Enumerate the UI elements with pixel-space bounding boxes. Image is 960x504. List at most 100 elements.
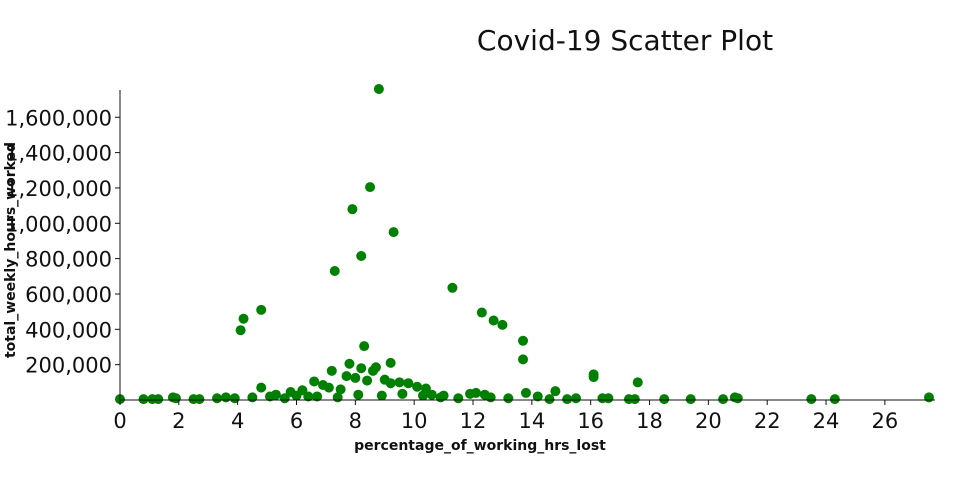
data-point[interactable] bbox=[924, 392, 934, 403]
data-point[interactable] bbox=[532, 391, 543, 402]
x-tick-label: 4 bbox=[231, 409, 244, 433]
x-tick-label: 8 bbox=[349, 409, 362, 433]
y-tick-label: 1,000,000 bbox=[5, 212, 112, 236]
data-point[interactable] bbox=[806, 394, 817, 405]
data-point[interactable] bbox=[418, 390, 429, 401]
data-point[interactable] bbox=[465, 388, 476, 399]
x-tick-label: 12 bbox=[460, 409, 487, 433]
y-tick-label: 1,200,000 bbox=[5, 177, 112, 201]
points-layer bbox=[115, 84, 934, 405]
data-point[interactable] bbox=[303, 391, 314, 402]
data-point[interactable] bbox=[353, 389, 364, 400]
data-point[interactable] bbox=[397, 388, 408, 399]
x-tick-label: 6 bbox=[290, 409, 303, 433]
data-point[interactable] bbox=[256, 304, 267, 315]
data-point[interactable] bbox=[376, 390, 387, 401]
data-point[interactable] bbox=[365, 182, 376, 193]
data-point[interactable] bbox=[247, 392, 258, 403]
data-point[interactable] bbox=[220, 392, 231, 403]
data-point[interactable] bbox=[403, 378, 414, 389]
x-tick-label: 26 bbox=[872, 409, 899, 433]
data-point[interactable] bbox=[447, 282, 458, 293]
data-point[interactable] bbox=[426, 389, 437, 400]
data-point[interactable] bbox=[153, 394, 164, 405]
data-point[interactable] bbox=[238, 313, 249, 324]
x-axis-ticks: 0 2 4 6 8 10 12 14 16 18 20 22 24 26 bbox=[113, 400, 898, 433]
data-point[interactable] bbox=[453, 393, 464, 404]
data-point[interactable] bbox=[488, 315, 499, 326]
data-point[interactable] bbox=[341, 371, 352, 382]
data-point[interactable] bbox=[332, 392, 343, 403]
x-tick-label: 2 bbox=[172, 409, 185, 433]
data-point[interactable] bbox=[335, 384, 346, 395]
y-tick-label: 400,000 bbox=[25, 318, 112, 342]
data-point[interactable] bbox=[588, 372, 599, 383]
data-point[interactable] bbox=[435, 392, 446, 403]
data-point[interactable] bbox=[212, 393, 223, 404]
data-point[interactable] bbox=[362, 375, 373, 386]
data-point[interactable] bbox=[359, 341, 370, 352]
data-point[interactable] bbox=[194, 394, 205, 405]
data-point[interactable] bbox=[323, 382, 334, 393]
data-point[interactable] bbox=[503, 393, 514, 404]
data-point[interactable] bbox=[485, 392, 496, 403]
x-tick-label: 10 bbox=[401, 409, 428, 433]
data-point[interactable] bbox=[544, 394, 555, 405]
data-point[interactable] bbox=[518, 354, 529, 365]
data-point[interactable] bbox=[350, 372, 361, 383]
data-point[interactable] bbox=[291, 390, 302, 401]
data-point[interactable] bbox=[829, 394, 840, 405]
data-point[interactable] bbox=[329, 266, 340, 277]
data-point[interactable] bbox=[550, 386, 561, 397]
data-point[interactable] bbox=[732, 393, 743, 404]
data-point[interactable] bbox=[597, 393, 608, 404]
x-tick-label: 18 bbox=[636, 409, 663, 433]
data-point[interactable] bbox=[356, 363, 367, 374]
data-point[interactable] bbox=[570, 393, 581, 404]
data-point[interactable] bbox=[256, 382, 267, 393]
data-point[interactable] bbox=[388, 227, 399, 238]
data-point[interactable] bbox=[394, 377, 405, 388]
data-point[interactable] bbox=[373, 84, 384, 94]
data-point[interactable] bbox=[659, 394, 670, 405]
x-axis-title: percentage_of_working_hrs_lost bbox=[354, 438, 606, 454]
data-point[interactable] bbox=[265, 391, 276, 402]
data-point[interactable] bbox=[279, 393, 290, 404]
y-tick-label: 600,000 bbox=[25, 283, 112, 307]
y-tick-label: 1,600,000 bbox=[5, 106, 112, 130]
y-axis-title: total_weekly_hours_worked bbox=[3, 142, 19, 358]
data-point[interactable] bbox=[344, 358, 355, 369]
data-point[interactable] bbox=[385, 357, 396, 368]
data-point[interactable] bbox=[718, 394, 729, 405]
y-axis-ticks: 200,000 400,000 600,000 800,000 1,000,000 1,2… bbox=[5, 106, 120, 378]
data-point[interactable] bbox=[138, 394, 149, 405]
data-point[interactable] bbox=[518, 335, 529, 346]
x-tick-label: 14 bbox=[518, 409, 545, 433]
data-point[interactable] bbox=[170, 393, 181, 404]
data-point[interactable] bbox=[235, 325, 246, 336]
data-point[interactable] bbox=[309, 376, 320, 387]
data-point[interactable] bbox=[367, 365, 378, 376]
data-point[interactable] bbox=[685, 394, 696, 405]
data-point[interactable] bbox=[476, 307, 487, 318]
x-tick-label: 16 bbox=[577, 409, 604, 433]
data-point[interactable] bbox=[562, 394, 573, 405]
y-tick-label: 1,400,000 bbox=[5, 142, 112, 166]
data-point[interactable] bbox=[385, 378, 396, 389]
data-point[interactable] bbox=[632, 377, 643, 388]
data-point[interactable] bbox=[356, 250, 367, 261]
data-point[interactable] bbox=[229, 393, 240, 404]
x-tick-label: 22 bbox=[754, 409, 781, 433]
x-tick-label: 0 bbox=[113, 409, 126, 433]
data-point[interactable] bbox=[629, 394, 640, 405]
data-point[interactable] bbox=[497, 319, 508, 330]
data-point[interactable] bbox=[520, 387, 531, 398]
data-point[interactable] bbox=[326, 365, 337, 376]
data-point[interactable] bbox=[412, 381, 423, 392]
data-point[interactable] bbox=[347, 204, 358, 215]
chart-title: Covid-19 Scatter Plot bbox=[477, 24, 773, 57]
y-tick-label: 200,000 bbox=[25, 354, 112, 378]
data-point[interactable] bbox=[312, 391, 323, 402]
